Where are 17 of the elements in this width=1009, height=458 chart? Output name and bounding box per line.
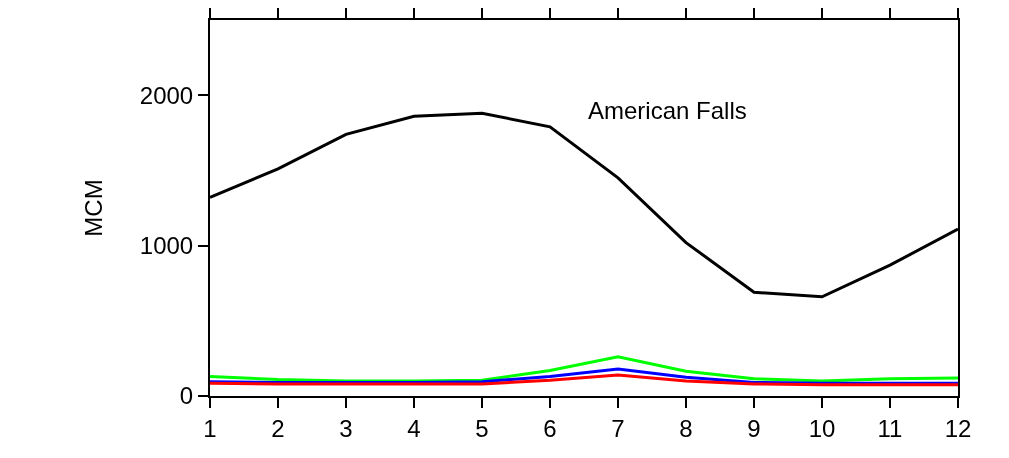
y-tick-label: 2000 xyxy=(139,81,194,109)
y-axis-title: MCM xyxy=(80,179,108,237)
x-tick-label: 4 xyxy=(407,414,421,442)
x-tick-label: 3 xyxy=(339,414,353,442)
y-tick-label: 0 xyxy=(179,382,194,410)
x-tick-label: 11 xyxy=(877,414,903,442)
x-tick-label: 6 xyxy=(543,414,557,442)
x-tick-label: 7 xyxy=(611,414,625,442)
x-tick-label: 9 xyxy=(747,414,761,442)
x-tick-label: 10 xyxy=(808,414,836,442)
x-tick-label: 8 xyxy=(679,414,693,442)
x-tick-label: 12 xyxy=(944,414,972,442)
x-tick-label: 1 xyxy=(203,414,217,442)
annotation: American Falls xyxy=(588,97,747,124)
y-tick-label: 1000 xyxy=(139,232,194,259)
x-tick-label: 5 xyxy=(475,414,489,442)
x-tick-label: 2 xyxy=(271,414,285,442)
